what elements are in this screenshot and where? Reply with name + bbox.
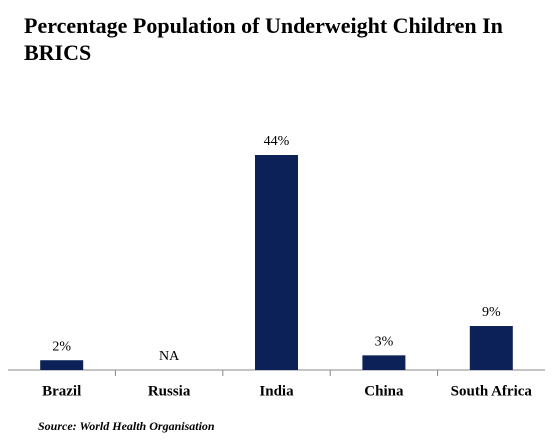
source-note: Source: World Health Organisation <box>38 419 215 433</box>
x-tick-label: South Africa <box>451 383 533 399</box>
bar <box>255 155 298 370</box>
bar <box>362 355 406 370</box>
value-label: 3% <box>375 335 394 350</box>
value-label: 9% <box>482 305 501 320</box>
x-tick-label: Brazil <box>42 383 81 399</box>
value-label: NA <box>159 349 180 364</box>
chart-title: Percentage Population of Underweight Chi… <box>24 13 503 65</box>
bar <box>40 360 84 370</box>
x-tick-label: India <box>259 383 294 399</box>
bar <box>469 326 513 370</box>
x-tick-label: Russia <box>148 383 191 399</box>
value-label: 2% <box>52 339 71 354</box>
value-label: 44% <box>264 134 290 149</box>
x-tick-label: China <box>364 383 404 399</box>
